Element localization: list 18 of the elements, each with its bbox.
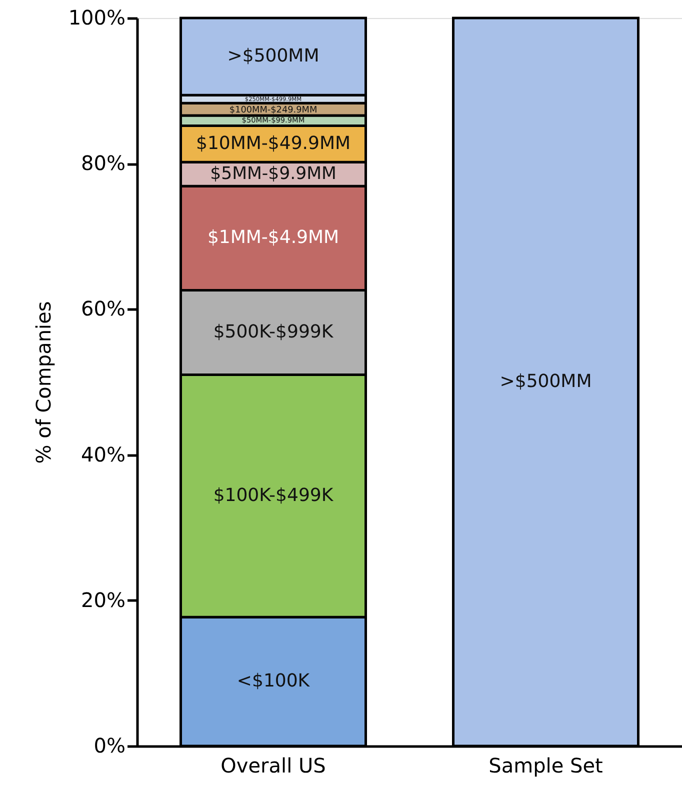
y-tick-label: 80% (81, 151, 126, 176)
y-tick-label: 40% (81, 442, 126, 466)
series-label: $5MM-$9.9MM (210, 164, 336, 184)
y-tick-label: 100% (68, 6, 126, 30)
series-label: <$100K (236, 670, 311, 692)
series-label: $500K-$999K (213, 321, 334, 342)
y-tick-label: 0% (94, 734, 126, 758)
series-label: $10MM-$49.9MM (196, 132, 351, 154)
series-label: $100K-$499K (213, 484, 334, 506)
series-label: >$500MM (227, 46, 320, 67)
y-tick-label: 20% (81, 588, 126, 612)
x-tick-label: Sample Set (488, 754, 603, 778)
series-label: $1MM-$4.9MM (207, 227, 340, 248)
y-axis-title: % of Companies (31, 301, 56, 464)
series-label: $100MM-$249.9MM (229, 105, 318, 116)
text: >$500MM (500, 371, 592, 392)
x-tick-label: Overall US (220, 754, 326, 778)
y-tick-label: 60% (81, 296, 126, 321)
